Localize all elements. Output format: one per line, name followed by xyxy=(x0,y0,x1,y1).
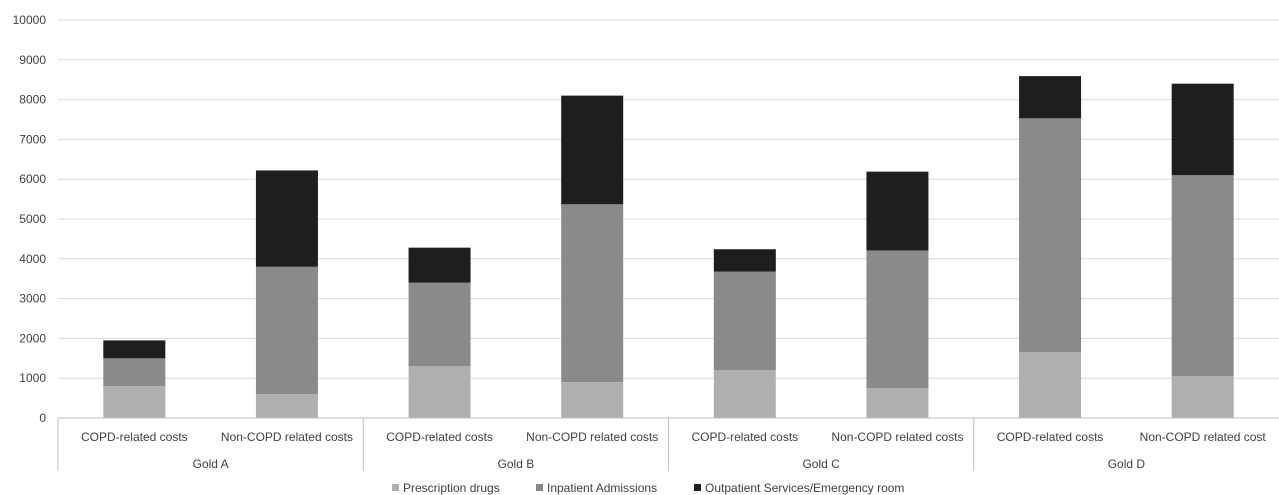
y-tick-label: 0 xyxy=(39,411,46,425)
bar-segment xyxy=(1171,83,1234,176)
legend-label: Inpatient Admissions xyxy=(547,481,657,495)
legend-swatch xyxy=(392,484,399,491)
y-tick-label: 1000 xyxy=(19,371,46,385)
category-label: Non-COPD related costs xyxy=(526,430,658,444)
category-label: COPD-related costs xyxy=(386,430,493,444)
bar-segment xyxy=(1019,118,1082,353)
bar-segment xyxy=(561,382,624,418)
bar-segment xyxy=(408,366,471,418)
legend: Prescription drugs Inpatient Admissions Ou… xyxy=(392,481,904,495)
y-tick-label: 3000 xyxy=(19,292,46,306)
group-label: Gold A xyxy=(193,457,229,471)
y-tick-label: 9000 xyxy=(19,53,46,67)
group-label: Gold D xyxy=(1108,457,1146,471)
bar-segment xyxy=(713,370,776,418)
category-label: Non-COPD related costs xyxy=(221,430,353,444)
legend-label: Prescription drugs xyxy=(403,481,500,495)
bar-segment xyxy=(103,358,166,387)
bar-segment xyxy=(255,394,318,418)
group-label: Gold C xyxy=(802,457,840,471)
bar-segment xyxy=(103,340,166,359)
y-tick-label: 5000 xyxy=(19,212,46,226)
legend-swatch xyxy=(536,484,543,491)
bar-segment xyxy=(713,249,776,272)
bar-segment xyxy=(866,388,929,418)
group-label: Gold B xyxy=(498,457,535,471)
bar-segment xyxy=(408,282,471,367)
bar-segment xyxy=(255,266,318,395)
x-axis: COPD-related costs Non-COPD related costs… xyxy=(57,417,1279,471)
bars xyxy=(103,76,1234,418)
legend-swatch xyxy=(694,484,701,491)
y-axis: 0 1000 2000 3000 4000 5000 6000 7000 8000 9000 100… xyxy=(13,13,47,425)
bar-segment xyxy=(866,250,929,389)
bar-segment xyxy=(713,271,776,371)
legend-label: Outpatient Services/Emergency room xyxy=(705,481,904,495)
gridlines xyxy=(58,19,1279,379)
bar-segment xyxy=(103,386,166,418)
y-tick-label: 2000 xyxy=(19,331,46,345)
bar-segment xyxy=(561,95,624,205)
y-tick-label: 8000 xyxy=(19,93,46,107)
category-label: Non-COPD related costs xyxy=(831,430,963,444)
y-tick-label: 6000 xyxy=(19,172,46,186)
y-tick-label: 4000 xyxy=(19,252,46,266)
category-label: COPD-related costs xyxy=(81,430,188,444)
bar-segment xyxy=(1171,376,1234,418)
bar-segment xyxy=(561,204,624,383)
bar-segment xyxy=(1171,175,1234,377)
y-tick-label: 10000 xyxy=(13,13,47,27)
bar-segment xyxy=(866,171,929,251)
bar-segment xyxy=(1019,76,1082,119)
category-label: COPD-related costs xyxy=(691,430,798,444)
category-label: Non-COPD related cost xyxy=(1140,430,1267,444)
bar-segment xyxy=(255,170,318,267)
bar-segment xyxy=(408,247,471,283)
y-tick-label: 7000 xyxy=(19,132,46,146)
bar-segment xyxy=(1019,352,1082,418)
category-label: COPD-related costs xyxy=(997,430,1104,444)
